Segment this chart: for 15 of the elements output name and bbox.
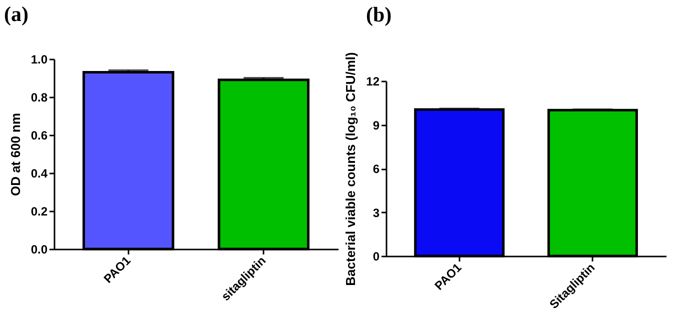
y-axis-title: Bacterial viable counts (log₁₀ CFU/ml): [343, 52, 358, 286]
y-axis-title: OD at 600 nm: [8, 112, 23, 196]
chart-title: (b): [366, 2, 392, 27]
y-tick-label: 0: [372, 250, 380, 264]
y-tick-label: 0.0: [30, 242, 48, 256]
y-tick-label: 0.8: [30, 90, 48, 104]
chart-title: (a): [4, 2, 28, 26]
y-tick-label: 3: [372, 206, 380, 220]
y-tick-label: 0.2: [30, 204, 48, 218]
y-tick-label: 6: [372, 162, 380, 176]
y-tick-label: 0.4: [30, 166, 48, 180]
y-tick-label: 9: [372, 118, 380, 132]
y-tick-label: 0.6: [30, 128, 48, 142]
y-tick-label: 12: [366, 74, 380, 88]
y-tick-label: 1.0: [30, 52, 48, 66]
